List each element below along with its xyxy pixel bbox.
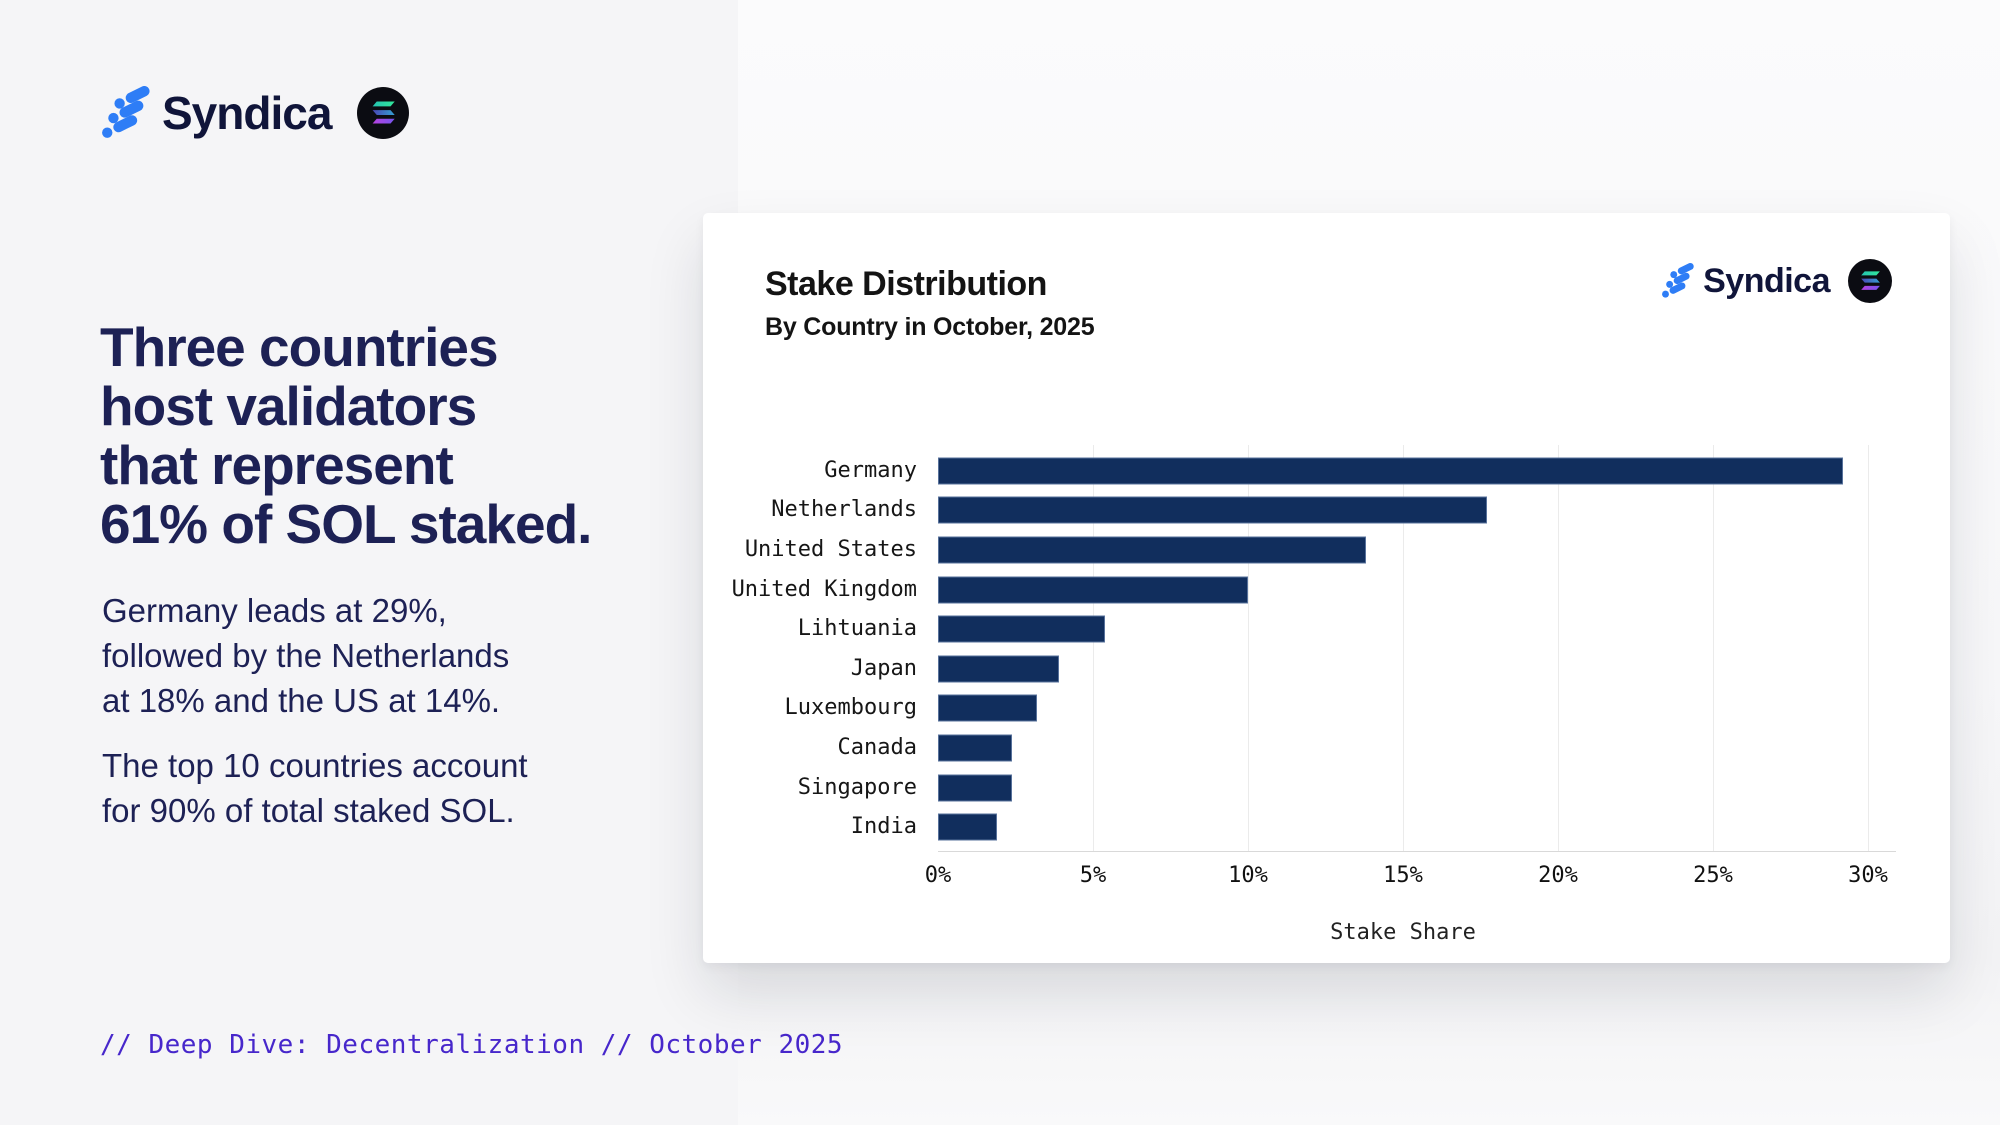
bar: [938, 536, 1366, 564]
bar: [938, 694, 1038, 722]
bar-row: Netherlands: [771, 491, 1896, 531]
syndica-logo-icon: [1658, 263, 1694, 299]
bar: [938, 774, 1013, 802]
x-tick-label: 25%: [1693, 863, 1733, 888]
bar-label: Japan: [850, 655, 917, 681]
paragraph-stats: Germany leads at 29%, followed by the Ne…: [102, 592, 510, 719]
header-brand: Syndica: [96, 86, 410, 140]
bar-label: Luxembourg: [784, 695, 917, 721]
card-brand: Syndica: [1658, 259, 1892, 303]
chart-subtitle: By Country in October, 2025: [765, 313, 1095, 341]
bar-label: Germany: [824, 457, 917, 483]
x-tick-label: 10%: [1228, 863, 1268, 888]
x-tick-label: 0%: [924, 863, 952, 888]
bar-row: Singapore: [798, 768, 1896, 808]
x-tick-label: 5%: [1079, 863, 1107, 888]
x-tick-label: 20%: [1538, 863, 1578, 888]
bar-label: Canada: [837, 734, 917, 760]
bar-label: Singapore: [797, 774, 917, 800]
bar-label: India: [850, 814, 917, 840]
bar: [938, 734, 1013, 762]
gridline: [1403, 445, 1404, 851]
bar-row: Lihtuania: [798, 609, 1896, 649]
bar-row: United States: [745, 530, 1896, 570]
bar: [938, 813, 997, 841]
gridline: [1558, 445, 1559, 851]
syndica-logo-icon: [96, 86, 150, 140]
gridline: [1093, 445, 1094, 851]
bar-row: Canada: [838, 728, 1896, 768]
bar-row: Germany: [824, 451, 1896, 491]
headline: Three countries host validators that rep…: [100, 316, 592, 555]
bar-label: United States: [744, 536, 917, 562]
bar-label: United Kingdom: [731, 576, 917, 602]
solana-icon: [357, 87, 410, 139]
syndica-wordmark: Syndica: [1703, 261, 1830, 300]
bar-label: Lihtuania: [797, 616, 917, 642]
syndica-wordmark: Syndica: [162, 87, 332, 139]
x-tick-label: 30%: [1848, 863, 1888, 888]
bar: [938, 655, 1059, 683]
footer-tagline: // Deep Dive: Decentralization // Octobe…: [100, 1030, 844, 1060]
bar-row: Japan: [851, 649, 1896, 689]
chart-card: Stake Distribution By Country in October…: [703, 213, 1950, 963]
gridline: [1868, 445, 1869, 851]
bar: [938, 457, 1844, 485]
plot-area: Germany Netherlands United States United Ki…: [732, 445, 1896, 852]
gridline: [1248, 445, 1249, 851]
solana-icon: [1848, 259, 1892, 303]
x-axis-ticks: 0% 5% 10% 15% 20% 25% 30%: [925, 863, 1896, 893]
paragraph-top10: The top 10 countries account for 90% of …: [102, 747, 528, 829]
bar-row: United Kingdom: [732, 570, 1896, 610]
bar-row: India: [851, 807, 1896, 847]
x-axis-label: Stake Share: [1330, 920, 1476, 945]
gridline: [1713, 445, 1714, 851]
bar-label: Netherlands: [771, 497, 917, 523]
bar: [938, 576, 1248, 604]
bar: [938, 496, 1487, 524]
chart-title: Stake Distribution: [765, 265, 1047, 303]
bar: [938, 615, 1106, 643]
bar-row: Luxembourg: [785, 689, 1896, 729]
x-tick-label: 15%: [1383, 863, 1423, 888]
